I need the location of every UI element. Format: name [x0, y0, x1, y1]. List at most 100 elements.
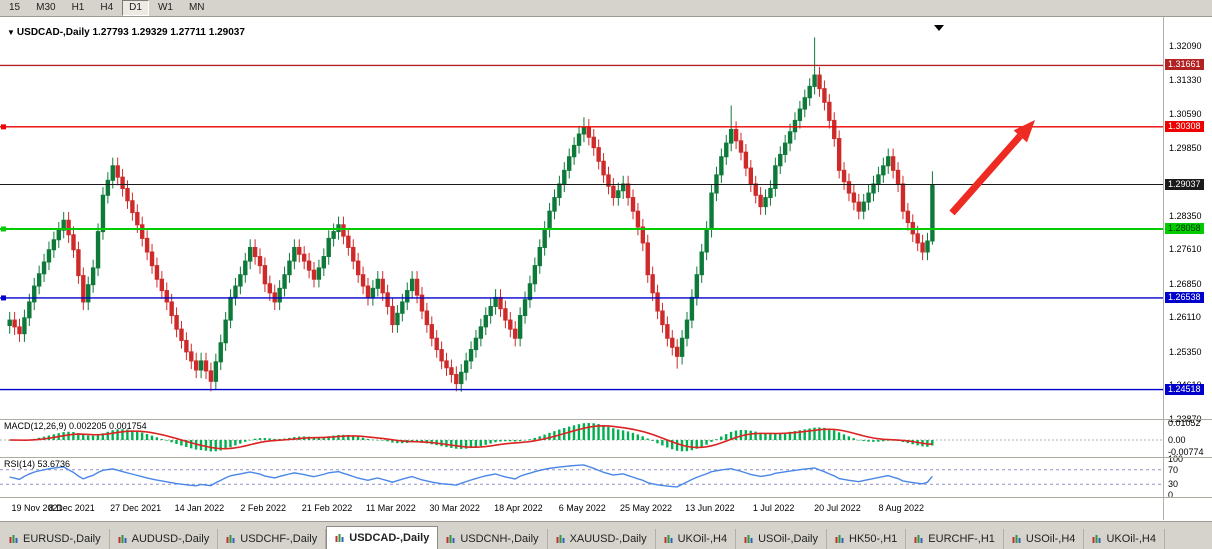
bar-open-value: 1.27793	[92, 27, 129, 38]
price-chart-canvas[interactable]	[0, 17, 1163, 520]
panel-separator[interactable]	[0, 419, 1212, 420]
price-tick-label: 1.31330	[1169, 75, 1202, 86]
date-tick-label: 20 Jul 2022	[814, 503, 861, 513]
date-tick-label: 13 Jun 2022	[685, 503, 735, 513]
symbol-dropdown-icon[interactable]: ▼	[7, 28, 15, 37]
timeframe-toolbar: 15 M30 H1 H4 D1 W1 MN	[0, 0, 1212, 17]
timeframe-button-h1[interactable]: H1	[71, 2, 85, 13]
date-tick-label: 14 Jan 2022	[174, 503, 225, 513]
chart-title: ▼ USDCAD-,Daily 1.27793 1.29329 1.27711 1…	[7, 27, 245, 38]
date-tick-label: 1 Jul 2022	[752, 503, 795, 513]
candles-layer	[7, 37, 935, 392]
tab-label: AUDUSD-,Daily	[131, 532, 210, 545]
tab-label: USDCAD-,Daily	[349, 531, 430, 544]
price-tick-label: 1.29850	[1169, 142, 1202, 153]
macd-label: MACD(12,26,9) 0.002205 0.001754	[4, 421, 147, 431]
chart-tab-eurchf-h1[interactable]: EURCHF-,H1	[906, 529, 1004, 549]
tab-chart-icon	[9, 534, 19, 544]
tab-label: USOil-,Daily	[758, 532, 818, 545]
trend-arrow-annotation[interactable]	[949, 120, 1035, 216]
tab-label: UKOil-,H4	[677, 532, 728, 545]
tab-chart-icon	[446, 534, 456, 544]
timeframe-button-m30[interactable]: M30	[36, 2, 56, 13]
price-tick-label: 1.26850	[1169, 278, 1202, 289]
price-line-badge-1.28058: 1.28058	[1165, 222, 1204, 234]
panel-separator[interactable]	[0, 497, 1212, 498]
chart-tab-eurusd-daily[interactable]: EURUSD-,Daily	[1, 529, 110, 549]
chart-tab-usdcnh-daily[interactable]: USDCNH-,Daily	[438, 529, 548, 549]
date-tick-label: 8 Aug 2022	[878, 503, 925, 513]
date-tick-label: 19 Nov 2021	[11, 503, 63, 513]
tab-label: EURUSD-,Daily	[23, 532, 101, 545]
bar-high-value: 1.29329	[131, 27, 168, 38]
tab-chart-icon	[664, 534, 674, 544]
chart-tab-ukoil-h4[interactable]: UKOil-,H4	[1084, 529, 1165, 549]
tab-label: USOil-,H4	[1025, 532, 1076, 545]
chart-shift-marker-icon[interactable]	[934, 25, 944, 31]
timeframe-button-w1[interactable]: W1	[157, 2, 173, 13]
chart-tab-xauusd-daily[interactable]: XAUUSD-,Daily	[548, 529, 656, 549]
rsi-axis-label: 30	[1168, 479, 1179, 490]
timeframe-button-d1[interactable]: D1	[122, 0, 149, 16]
chart-tab-bar: EURUSD-,Daily AUDUSD-,Daily USDCHF-,Daily U…	[0, 521, 1212, 549]
date-tick-label: 18 Apr 2022	[494, 503, 543, 513]
tab-chart-icon	[226, 534, 236, 544]
tab-chart-icon	[118, 534, 128, 544]
price-tick-label: 1.28350	[1169, 210, 1202, 221]
tab-chart-icon	[744, 534, 754, 544]
tab-label: UKOil-,H4	[1106, 532, 1156, 545]
panel-separator[interactable]	[0, 457, 1212, 458]
price-axis-separator	[1163, 17, 1164, 520]
date-tick-label: 6 May 2022	[558, 503, 606, 513]
macd-signal-line	[9, 424, 933, 450]
rsi-line	[9, 464, 933, 488]
bar-low-value: 1.27711	[170, 27, 206, 38]
price-line-badge-1.26538: 1.26538	[1165, 291, 1204, 303]
chart-tab-usdcad-daily[interactable]: USDCAD-,Daily	[326, 526, 439, 549]
chart-tab-usoil-h4[interactable]: USOil-,H4	[1004, 529, 1085, 549]
timeframe-button-mn[interactable]: MN	[188, 2, 205, 13]
chart-tab-usoil-daily[interactable]: USOil-,Daily	[736, 529, 827, 549]
chart-tab-usdchf-daily[interactable]: USDCHF-,Daily	[218, 529, 327, 549]
price-tick-label: 1.30590	[1169, 109, 1202, 120]
date-tick-label: 11 Mar 2022	[365, 503, 416, 513]
chart-tab-hk50-h1[interactable]: HK50-,H1	[827, 529, 907, 549]
tab-chart-icon	[835, 534, 845, 544]
price-line-badge-1.29037: 1.29037	[1165, 178, 1204, 190]
tab-label: HK50-,H1	[849, 532, 898, 545]
price-tick-label: 1.32090	[1169, 41, 1202, 51]
timeframe-button-h4[interactable]: H4	[100, 2, 114, 13]
tab-chart-icon	[914, 534, 924, 544]
price-line-badge-1.31661: 1.31661	[1165, 59, 1204, 71]
chart-symbol-label: USDCAD-,Daily	[16, 27, 90, 38]
rsi-axis-label: 0	[1168, 490, 1174, 500]
time-axis[interactable]: 19 Nov 2021 8 Dec 2021 27 Dec 2021 14 Jan 2…	[0, 499, 1163, 519]
price-tick-label: 1.25350	[1169, 346, 1202, 357]
date-tick-label: 2 Feb 2022	[240, 503, 286, 513]
date-tick-label: 21 Feb 2022	[301, 503, 353, 513]
date-tick-label: 27 Dec 2021	[110, 503, 162, 513]
date-tick-label: 30 Mar 2022	[429, 503, 480, 513]
tab-chart-icon	[556, 534, 566, 544]
rsi-label: RSI(14) 53.6736	[4, 459, 71, 469]
tab-label: EURCHF-,H1	[928, 532, 995, 545]
macd-axis-label: 0.00	[1168, 435, 1186, 445]
timeframe-button-15[interactable]: 15	[9, 2, 21, 13]
chart-tab-audusd-daily[interactable]: AUDUSD-,Daily	[110, 529, 219, 549]
tab-label: USDCHF-,Daily	[240, 532, 318, 545]
rsi-axis-label: 100	[1168, 454, 1184, 464]
tab-chart-icon	[1012, 534, 1022, 544]
price-line-badge-1.30308: 1.30308	[1165, 120, 1204, 132]
chart-tab-ukoil-h4[interactable]: UKOil-,H4	[656, 529, 737, 549]
bar-close-value: 1.29037	[208, 27, 245, 38]
date-tick-label: 8 Dec 2021	[48, 503, 95, 513]
price-line-badge-1.24518: 1.24518	[1165, 383, 1204, 395]
hline-anchor-marker[interactable]	[1, 226, 6, 232]
tab-chart-icon	[335, 533, 345, 543]
hline-anchor-marker[interactable]	[1, 295, 6, 301]
price-tick-label: 1.27610	[1169, 244, 1202, 255]
hline-anchor-marker[interactable]	[1, 124, 6, 130]
tab-label: XAUUSD-,Daily	[569, 532, 647, 545]
macd-axis-label: 0.01052	[1168, 418, 1201, 429]
